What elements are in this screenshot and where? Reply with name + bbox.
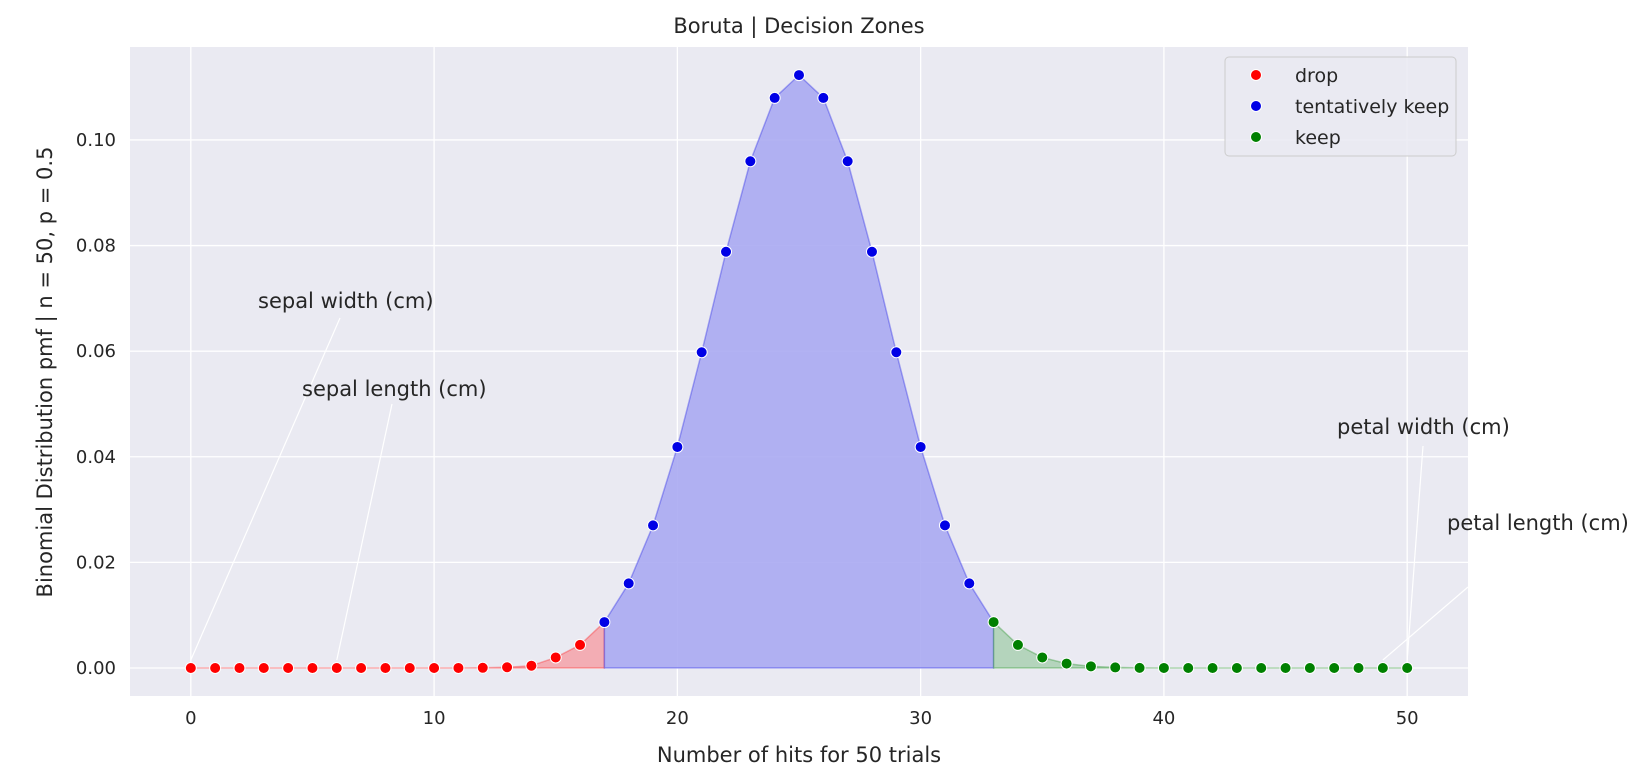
y-tick-label: 0.08: [76, 236, 116, 257]
point-keep: [1157, 661, 1170, 674]
point-drop: [184, 662, 197, 675]
point-tentatively-keep: [914, 440, 927, 453]
point-tentatively-keep: [720, 245, 733, 258]
annotation-petal-length: petal length (cm): [1447, 511, 1629, 535]
x-axis-label: Number of hits for 50 trials: [657, 743, 941, 767]
point-keep: [987, 616, 1000, 629]
point-drop: [209, 662, 222, 675]
y-tick-label: 0.00: [76, 658, 116, 679]
y-axis-label: Binomial Distribution pmf | n = 50, p = …: [33, 147, 58, 598]
point-keep: [1109, 661, 1122, 674]
point-tentatively-keep: [841, 155, 854, 168]
legend: drop tentatively keep keep: [1224, 56, 1457, 157]
legend-marker-keep: [1250, 131, 1262, 143]
x-tick-label: 50: [1396, 708, 1419, 729]
point-drop: [501, 661, 514, 674]
point-tentatively-keep: [817, 91, 830, 104]
point-keep: [1230, 662, 1243, 675]
point-tentatively-keep: [938, 519, 951, 532]
point-keep: [1084, 660, 1097, 673]
point-tentatively-keep: [744, 155, 757, 168]
y-tick-label: 0.10: [76, 130, 116, 151]
y-ticks: 0.00 0.02 0.04 0.06 0.08 0.10: [76, 130, 116, 679]
point-keep: [1011, 638, 1024, 651]
point-keep: [1036, 651, 1049, 664]
point-drop: [476, 661, 489, 674]
y-tick-label: 0.02: [76, 552, 116, 573]
point-keep: [1206, 662, 1219, 675]
point-tentatively-keep: [890, 346, 903, 359]
point-tentatively-keep: [671, 440, 684, 453]
point-keep: [1255, 662, 1268, 675]
annotation-sepal-length: sepal length (cm): [302, 377, 487, 401]
point-tentatively-keep: [598, 616, 611, 629]
point-keep: [1060, 657, 1073, 670]
point-keep: [1328, 662, 1341, 675]
point-keep: [1352, 662, 1365, 675]
data-points: [184, 69, 1414, 675]
x-tick-label: 20: [666, 708, 689, 729]
point-drop: [403, 662, 416, 675]
point-drop: [525, 659, 538, 672]
legend-label-drop: drop: [1295, 65, 1338, 87]
legend-box: [1224, 56, 1457, 157]
point-tentatively-keep: [963, 577, 976, 590]
point-keep: [1133, 661, 1146, 674]
legend-marker-tentatively-keep: [1250, 100, 1262, 112]
point-drop: [355, 662, 368, 675]
legend-label-keep: keep: [1295, 127, 1341, 149]
point-drop: [379, 662, 392, 675]
x-ticks: 0 10 20 30 40 50: [185, 708, 1419, 729]
point-drop: [306, 662, 319, 675]
point-keep: [1303, 662, 1316, 675]
chart-title: Boruta | Decision Zones: [673, 14, 924, 39]
y-tick-label: 0.04: [76, 447, 116, 468]
legend-label-tentatively-keep: tentatively keep: [1295, 96, 1449, 118]
y-tick-label: 0.06: [76, 341, 116, 362]
zone-fill-tentatively-keep: [603, 74, 995, 669]
point-tentatively-keep: [622, 577, 635, 590]
annotation-arrow-petal-length: [1382, 586, 1469, 661]
point-tentatively-keep: [793, 69, 805, 82]
point-drop: [452, 661, 465, 674]
point-drop: [574, 638, 587, 651]
point-drop: [233, 662, 246, 675]
point-drop: [330, 662, 343, 675]
annotation-petal-width: petal width (cm): [1337, 415, 1510, 439]
annotation-arrow-petal-width: [1406, 445, 1424, 661]
point-keep: [1401, 662, 1414, 675]
point-drop: [428, 662, 441, 675]
point-keep: [1182, 662, 1195, 675]
annotation-arrow-sepal-width: [190, 317, 341, 661]
annotations: [190, 317, 1469, 661]
point-keep: [1376, 662, 1389, 675]
x-tick-label: 30: [909, 708, 932, 729]
x-tick-label: 0: [185, 708, 196, 729]
point-drop: [549, 651, 562, 664]
x-tick-label: 40: [1152, 708, 1175, 729]
point-keep: [1279, 662, 1292, 675]
annotation-sepal-width: sepal width (cm): [258, 289, 434, 313]
x-tick-label: 10: [423, 708, 446, 729]
annotation-arrow-sepal-length: [336, 403, 393, 661]
point-tentatively-keep: [695, 346, 708, 359]
legend-marker-drop: [1250, 69, 1262, 81]
point-tentatively-keep: [768, 91, 781, 104]
point-drop: [282, 662, 295, 675]
point-drop: [257, 662, 270, 675]
point-tentatively-keep: [647, 519, 660, 532]
point-tentatively-keep: [865, 245, 878, 258]
